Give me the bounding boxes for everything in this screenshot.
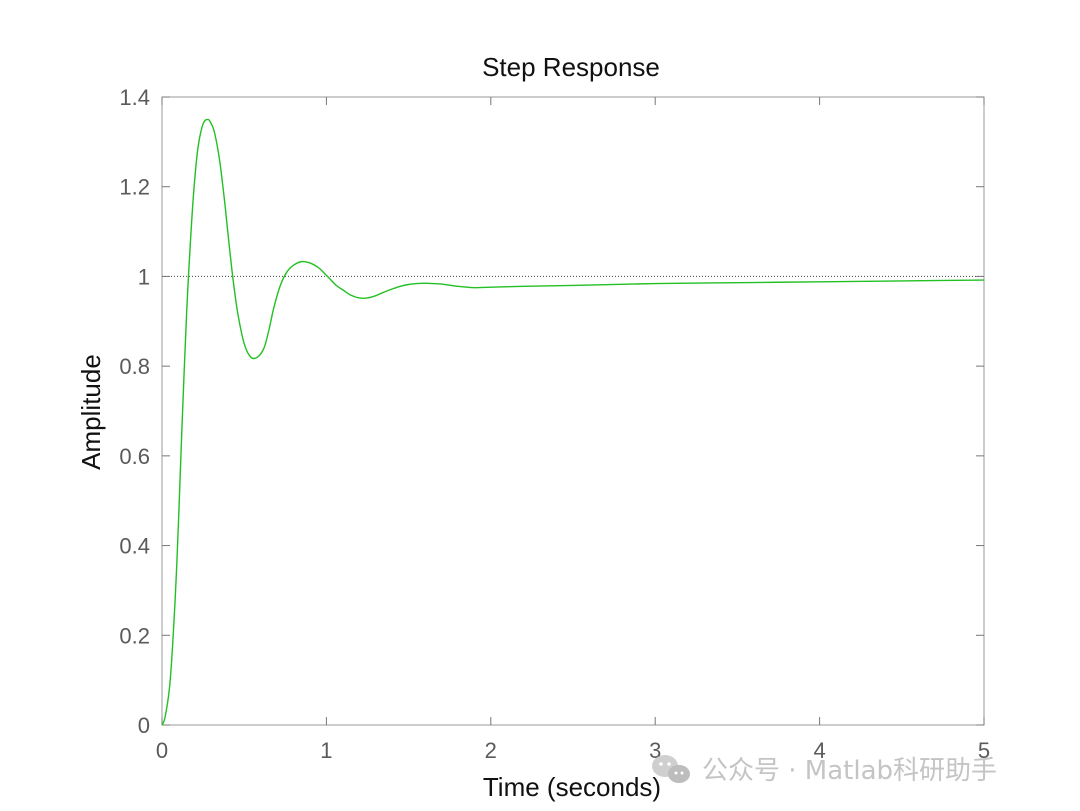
y-tick-label: 1.4 (119, 85, 150, 110)
plot-layer: 0 1 2 3 4 500.20.40.60.811.21.4 (119, 85, 990, 763)
y-tick-label: 1.2 (119, 175, 150, 200)
y-tick-label: 0.6 (119, 444, 150, 469)
x-tick-label: 2 (485, 738, 497, 763)
plot-area (161, 96, 985, 726)
x-tick-label: 5 (978, 738, 990, 763)
x-tick-label: 0 (156, 738, 168, 763)
x-tick-label: 4 (813, 738, 825, 763)
chart-title: Step Response (482, 52, 660, 82)
wechat-icon (652, 755, 690, 783)
y-tick-label: 0.4 (119, 534, 150, 559)
y-tick-label: 0.2 (119, 623, 150, 648)
x-tick-label: 1 (320, 738, 332, 763)
watermark-text: 公众号 · Matlab科研助手 (702, 756, 997, 786)
y-tick-label: 1 (138, 264, 150, 289)
watermark: 公众号 · Matlab科研助手 (652, 755, 997, 786)
y-tick-label: 0.8 (119, 354, 150, 379)
y-axis-title: Amplitude (76, 354, 106, 470)
step-response-line (161, 118, 985, 726)
x-axis-title: Time (seconds) (483, 772, 661, 802)
y-tick-label: 0 (138, 713, 150, 738)
